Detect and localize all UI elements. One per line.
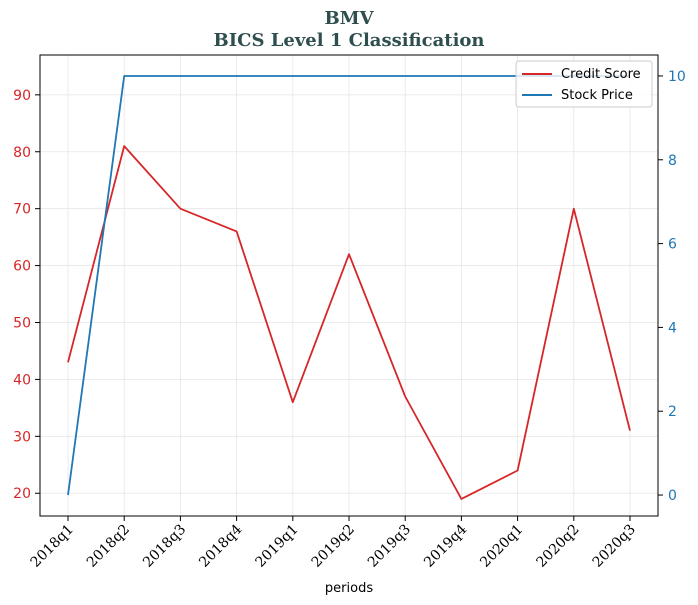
y-right-tick-label: 2 [668,404,677,420]
legend: Credit Score Stock Price [515,60,653,108]
x-tick-label: 2018q3 [140,522,189,571]
x-tick-label: 2019q4 [421,521,470,570]
legend-label-credit-score: Credit Score [561,67,641,82]
x-tick-label: 2020q2 [533,522,582,571]
y-left-tick-label: 70 [13,202,31,218]
grid [40,55,658,516]
x-axis: 2018q1 2018q2 2018q3 2018q4 2019q1 2019q2 2019… [28,516,639,571]
x-tick-label: 2019q1 [252,522,301,571]
y-axis-right: 0 2 4 6 8 10 [658,69,686,504]
y-left-tick-label: 80 [13,145,31,161]
x-tick-label: 2018q2 [84,522,133,571]
y-left-tick-label: 20 [13,486,31,502]
y-right-tick-label: 4 [668,320,677,336]
y-left-tick-label: 40 [13,372,31,388]
y-axis-left: 20 30 40 50 60 70 80 90 [13,88,40,502]
x-axis-label: periods [325,581,373,596]
chart-title: BMV [324,8,374,29]
x-tick-label: 2020q3 [590,522,639,571]
series-line-credit-score [67,145,631,500]
y-right-tick-label: 10 [668,69,686,85]
x-tick-label: 2018q1 [28,522,77,571]
y-right-tick-label: 6 [668,237,677,253]
x-tick-label: 2018q4 [196,521,245,570]
y-right-tick-label: 0 [668,488,677,504]
y-left-tick-label: 90 [13,88,31,104]
y-left-tick-label: 50 [13,315,31,331]
x-tick-label: 2019q3 [365,522,414,571]
y-left-tick-label: 60 [13,259,31,275]
x-tick-label: 2020q1 [477,522,526,571]
chart-subtitle: BICS Level 1 Classification [213,30,484,51]
legend-label-stock-price: Stock Price [561,88,633,103]
y-left-tick-label: 30 [13,429,31,445]
x-tick-label: 2019q2 [309,522,358,571]
y-right-tick-label: 8 [668,153,677,169]
